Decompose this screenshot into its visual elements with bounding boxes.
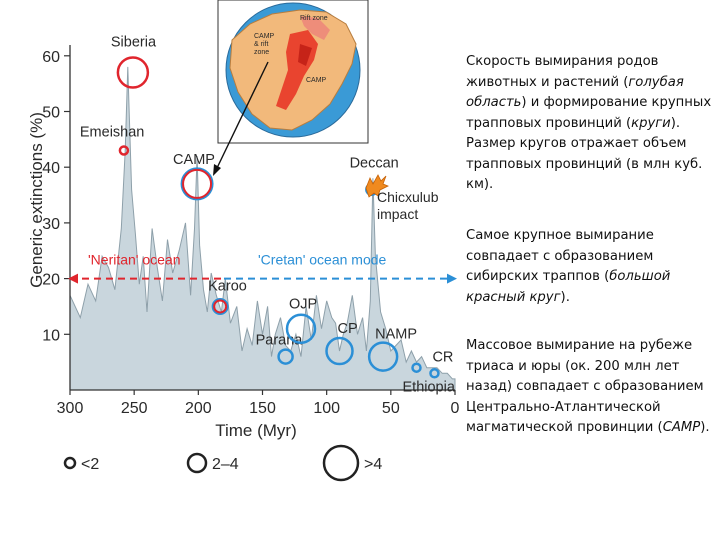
x-tick-label: 250 — [121, 400, 148, 417]
x-tick-label: 0 — [451, 400, 460, 417]
map-pointer-arrow — [216, 61, 269, 169]
x-tick-label: 200 — [185, 400, 212, 417]
description-text: Скорость вымирания родов животных и раст… — [466, 52, 716, 196]
description-text: Самое крупное вымирание совпадает с обра… — [466, 226, 716, 308]
baseline-layer: 'Neritan' ocean 'Cretan' ocean mode — [68, 252, 457, 284]
legend-symbol-large — [322, 444, 360, 482]
rift-zone-patch — [300, 16, 330, 40]
event-circle-cp — [325, 336, 354, 366]
impact-annotation: Chicxulub impact — [365, 174, 439, 222]
event-label-deccan: Deccan — [350, 155, 399, 171]
event-label-siberia: Siberia — [111, 35, 157, 51]
event-circle-outer-camp — [180, 167, 214, 201]
description-paragraph-3: Массовое вымирание на рубеже триаса и юр… — [466, 336, 716, 439]
description-emphasis: голубая область — [466, 74, 684, 111]
neritan-arrowhead — [68, 273, 78, 284]
impact-label-line-1: Chicxulub — [377, 189, 439, 205]
event-circle-cr — [429, 368, 440, 379]
events-layer: Siberia Emeishan CAMP Karoo Parana OJP CP NAMP D… — [80, 35, 456, 396]
map-label-line: zone — [254, 49, 269, 56]
extinction-area-layer — [69, 66, 456, 391]
map-label-line: CAMP — [254, 33, 275, 40]
y-tick-label: 30 — [42, 216, 60, 233]
description-text: Массовое вымирание на рубеже триаса и юр… — [466, 336, 716, 439]
y-tick-label: 60 — [42, 49, 60, 66]
x-tick-label: 100 — [313, 400, 340, 417]
y-axis-title: Generic extinctions (%) — [27, 112, 46, 288]
map-pointer-arrowhead — [213, 164, 221, 176]
event-label-karoo: Karoo — [208, 278, 247, 294]
description-run: ). — [560, 289, 570, 305]
pangaea-map: Rift zone CAMP & rift zone CAMP — [217, 0, 369, 144]
map-label-line: Rift zone — [300, 15, 328, 22]
event-label-cr: CR — [432, 349, 453, 365]
y-tick-label: 10 — [42, 327, 60, 344]
event-label-ethiopia: Ethiopia — [403, 380, 456, 396]
impact-label-line-2: impact — [377, 206, 418, 222]
event-circle-outer-karoo — [211, 297, 229, 315]
event-label-ojp: OJP — [289, 297, 317, 313]
legend-label-medium: 2–4 — [212, 456, 239, 473]
event-label-cp: CP — [338, 321, 358, 337]
legend-symbol-small — [63, 456, 77, 470]
legend-symbol-medium — [186, 452, 208, 474]
y-tick-label: 20 — [42, 272, 60, 289]
cretan-arrowhead — [447, 273, 457, 284]
description-emphasis: большой красный круг — [466, 269, 671, 305]
neritan-label: 'Neritan' ocean — [88, 252, 181, 268]
x-tick-label: 50 — [382, 400, 400, 417]
event-circle-karoo — [213, 299, 228, 314]
event-circle-ojp — [285, 313, 317, 344]
event-label-parana: Parana — [256, 333, 304, 349]
event-circle-siberia — [116, 56, 150, 89]
impact-burst-icon — [365, 174, 389, 198]
y-tick-label: 40 — [42, 160, 60, 177]
x-tick-label: 150 — [249, 400, 276, 417]
event-circle-parana — [277, 348, 294, 365]
legend: <2 2–4 >4 — [63, 444, 382, 482]
map-label-line: & rift — [254, 41, 268, 48]
cretan-label: 'Cretan' ocean mode — [258, 252, 387, 268]
description-run: Скорость вымирания родов животных и раст… — [466, 54, 659, 90]
event-circle-namp — [367, 341, 399, 372]
description-emphasis: CAMP — [662, 420, 701, 435]
event-circle-emeishan — [118, 145, 130, 156]
map-label-rift-zone: Rift zone — [300, 15, 328, 22]
description-run: ). — [700, 420, 710, 435]
description-run: ). Размер кругов отражает объем трапповы… — [466, 115, 703, 193]
x-tick-label: 300 — [57, 400, 84, 417]
map-label-camp: CAMP — [306, 77, 327, 84]
map-label-camp-rift-zone: CAMP & rift zone — [254, 33, 275, 56]
description-run: Массовое вымирание на рубеже триаса и юр… — [466, 338, 704, 435]
y-tick-label: 50 — [42, 105, 60, 122]
event-label-camp: CAMP — [173, 152, 215, 168]
legend-label-small: <2 — [81, 456, 99, 473]
description-paragraph-2: Самое крупное вымирание совпадает с обра… — [466, 226, 716, 308]
description-run: ) и формирование крупных трапповых прови… — [466, 95, 712, 131]
x-axis-title: Time (Myr) — [215, 421, 297, 440]
description-emphasis: круги — [631, 115, 671, 131]
axes-layer: 300 250 200 150 100 50 0 10 20 30 40 50 60 — [42, 45, 460, 417]
description-paragraph-1: Скорость вымирания родов животных и раст… — [466, 52, 716, 196]
description-run: Самое крупное вымирание совпадает с обра… — [466, 228, 654, 284]
event-label-emeishan: Emeishan — [80, 124, 144, 140]
event-circle-ethiopia — [411, 362, 422, 373]
legend-label-large: >4 — [364, 456, 382, 473]
event-circle-camp — [182, 168, 213, 199]
extinction-area — [69, 66, 456, 391]
event-label-namp: NAMP — [375, 327, 417, 343]
map-label-line: CAMP — [306, 77, 327, 84]
